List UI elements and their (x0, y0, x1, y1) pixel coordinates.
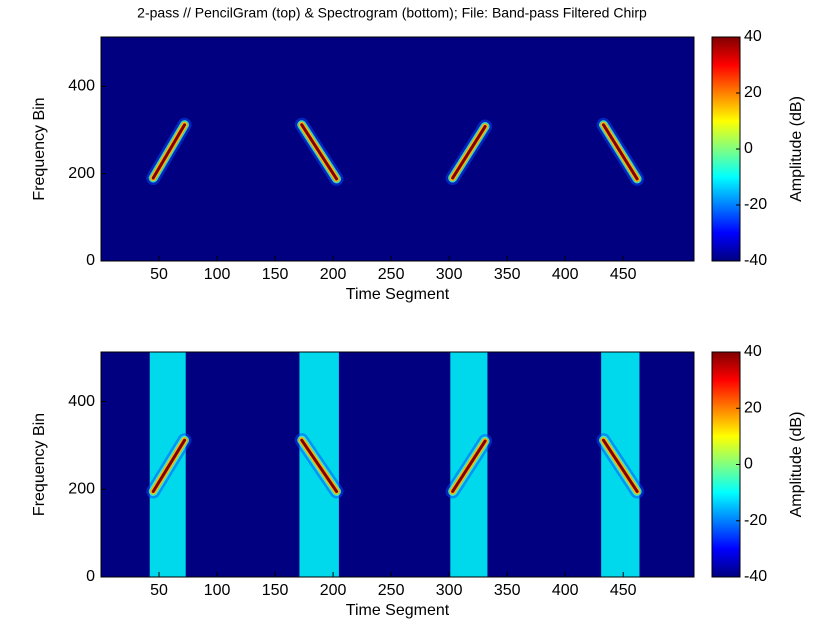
x-tick-label: 200 (320, 582, 347, 599)
chirp-ridge (451, 125, 487, 180)
chirp-ridge (300, 438, 339, 493)
x-tick-label: 350 (494, 266, 521, 283)
x-axis-label: Time Segment (346, 286, 450, 303)
x-tick-label: 400 (552, 582, 579, 599)
colorbar-tick-label: -20 (744, 512, 767, 529)
x-tick-label: 100 (204, 266, 231, 283)
heatmap-background (101, 352, 694, 577)
chirp-ridge (451, 439, 487, 493)
heatmap-background (101, 37, 694, 261)
colorbar-tick-label: -40 (744, 568, 767, 585)
plot-area (101, 352, 694, 577)
x-tick-label: 350 (494, 582, 521, 599)
colorbar-tick-label: 0 (744, 456, 753, 473)
colorbar-tick-label: 40 (744, 28, 762, 45)
x-tick-label: 300 (436, 582, 463, 599)
colorbar (711, 351, 741, 578)
chirp-ridge (151, 123, 187, 180)
colorbar-tick-label: 0 (744, 140, 753, 157)
x-tick-label: 300 (436, 266, 463, 283)
y-axis-label: Frequency Bin (31, 97, 48, 200)
colorbar-tick-label: 20 (744, 399, 762, 416)
y-tick-label: 200 (68, 165, 95, 182)
colorbar-label: Amplitude (dB) (788, 96, 805, 202)
colorbar-tick-label: -40 (744, 252, 767, 269)
y-tick-label: 0 (86, 568, 95, 585)
figure-title: 2-pass // PencilGram (top) & Spectrogram… (137, 5, 647, 21)
y-tick-label: 0 (86, 252, 95, 269)
x-tick-label: 450 (610, 582, 637, 599)
x-tick-label: 50 (150, 266, 168, 283)
x-tick-label: 200 (320, 266, 347, 283)
plot-area (101, 37, 694, 261)
colorbar (711, 36, 741, 262)
axes-frame (100, 36, 695, 262)
x-tick-label: 250 (378, 582, 405, 599)
y-tick-label: 400 (68, 78, 95, 95)
colorbar-tick-label: -20 (744, 196, 767, 213)
chirp-ridge (601, 438, 639, 493)
colorbar-tick-label: 20 (744, 84, 762, 101)
y-tick-label: 400 (68, 393, 95, 410)
y-tick-label: 200 (68, 480, 95, 497)
x-tick-label: 450 (610, 266, 637, 283)
x-axis-label: Time Segment (346, 602, 450, 619)
colorbar-tick-label: 40 (744, 343, 762, 360)
y-axis-label: Frequency Bin (31, 413, 48, 516)
chirp-ridge (601, 123, 639, 181)
x-tick-label: 250 (378, 266, 405, 283)
chirp-ridge (300, 123, 339, 181)
x-tick-label: 50 (150, 582, 168, 599)
x-tick-label: 100 (204, 582, 231, 599)
chirp-ridge (151, 438, 187, 493)
x-tick-label: 150 (262, 582, 289, 599)
colorbar-label: Amplitude (dB) (788, 412, 805, 518)
x-tick-label: 400 (552, 266, 579, 283)
x-tick-label: 150 (262, 266, 289, 283)
axes-frame (100, 351, 695, 578)
